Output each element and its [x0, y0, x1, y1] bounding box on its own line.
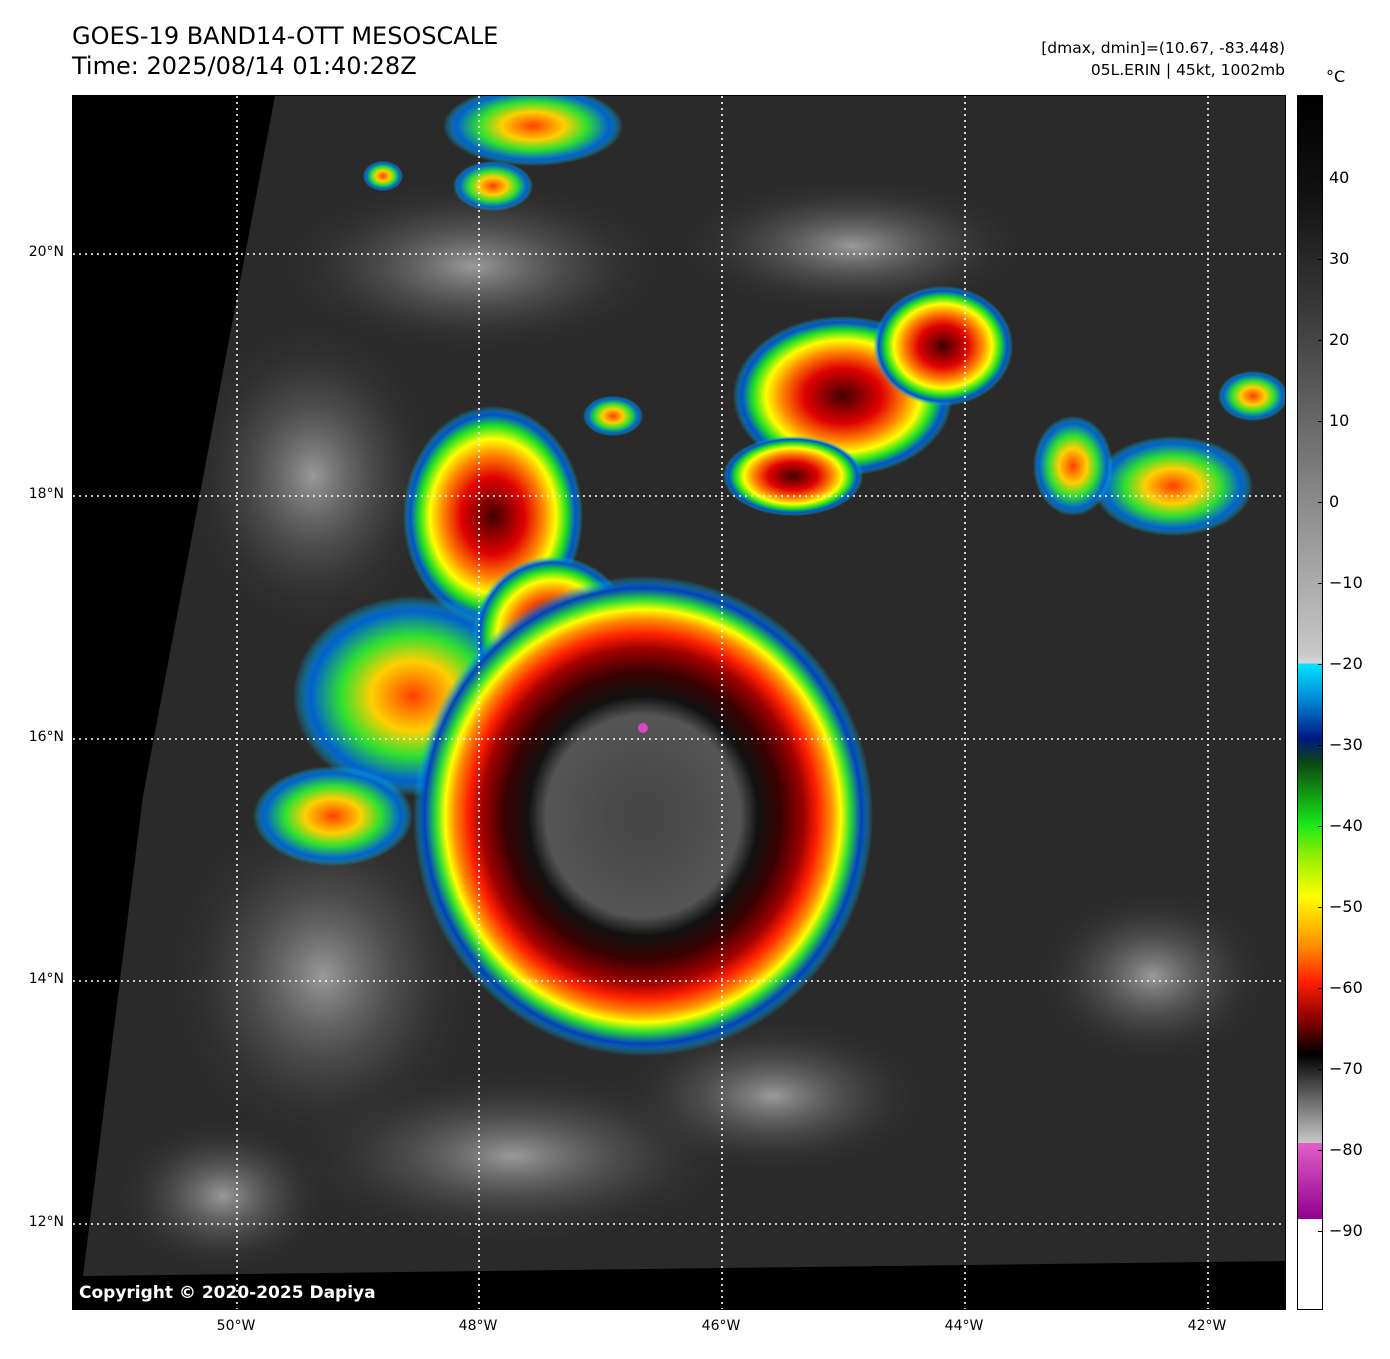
colorbar-tick-mark — [1318, 745, 1323, 746]
colorbar-tick-mark — [1318, 583, 1323, 584]
colorbar-tick-mark — [1318, 421, 1323, 422]
colorbar-tick-label: −80 — [1329, 1140, 1363, 1159]
colorbar-tick-mark — [1318, 907, 1323, 908]
storm-core — [413, 576, 873, 1056]
colorbar-tick-label: 0 — [1329, 492, 1340, 511]
colorbar-tick-label: −20 — [1329, 654, 1363, 673]
colorbar-tick-mark — [1318, 259, 1323, 260]
copyright-text: Copyright © 2020-2025 Dapiya — [79, 1283, 376, 1303]
space-region — [73, 96, 275, 1309]
space-region-bottom — [73, 1261, 1285, 1309]
colorbar-tick-label: −10 — [1329, 573, 1363, 592]
colorbar-tick-mark — [1318, 826, 1323, 827]
lat-label-20n: 20°N — [28, 244, 64, 260]
lat-label-16n: 16°N — [28, 729, 64, 745]
colorbar-tick-mark — [1318, 1231, 1323, 1232]
low-clouds — [113, 176, 1273, 1276]
colorbar-tick-label: −70 — [1329, 1059, 1363, 1078]
colorbar-tick-label: −60 — [1329, 978, 1363, 997]
colorbar-tick-label: 40 — [1329, 168, 1350, 187]
image-time: Time: 2025/08/14 01:40:28Z — [72, 52, 417, 80]
colorbar-tick-mark — [1318, 340, 1323, 341]
colorbar — [1297, 95, 1323, 1310]
storm-info: 05L.ERIN | 45kt, 1002mb — [1090, 61, 1285, 79]
dmax-dmin-readout: [dmax, dmin]=(10.67, -83.448) — [1041, 39, 1285, 57]
colorbar-tick-mark — [1318, 988, 1323, 989]
colorbar-tick-label: −30 — [1329, 735, 1363, 754]
lat-label-12n: 12°N — [28, 1214, 64, 1230]
lon-label-48w: 48°W — [458, 1318, 498, 1334]
graticule — [73, 96, 1285, 1309]
colorbar-tick-mark — [1318, 664, 1323, 665]
colorbar-tick-label: −50 — [1329, 897, 1363, 916]
lon-label-50w: 50°W — [216, 1318, 256, 1334]
northeast-cluster — [723, 286, 1285, 536]
lon-label-46w: 46°W — [701, 1318, 741, 1334]
colorbar-tick-label: 10 — [1329, 411, 1350, 430]
colorbar-tick-label: 20 — [1329, 330, 1350, 349]
satellite-imagery — [73, 96, 1285, 1309]
colorbar-tick-mark — [1318, 1150, 1323, 1151]
colorbar-tick-label: −90 — [1329, 1221, 1363, 1240]
lon-label-44w: 44°W — [944, 1318, 984, 1334]
colorbar-tick-label: 30 — [1329, 249, 1350, 268]
lat-label-14n: 14°N — [28, 971, 64, 987]
colorbar-tick-label: −40 — [1329, 816, 1363, 835]
colorbar-unit: °C — [1326, 67, 1346, 86]
lat-label-18n: 18°N — [28, 486, 64, 502]
colorbar-tick-mark — [1318, 178, 1323, 179]
colorbar-tick-mark — [1318, 502, 1323, 503]
satellite-map[interactable]: Copyright © 2020-2025 Dapiya — [72, 95, 1286, 1310]
lon-label-42w: 42°W — [1187, 1318, 1227, 1334]
colorbar-tick-mark — [1318, 1069, 1323, 1070]
image-title: GOES-19 BAND14-OTT MESOSCALE — [72, 22, 499, 50]
